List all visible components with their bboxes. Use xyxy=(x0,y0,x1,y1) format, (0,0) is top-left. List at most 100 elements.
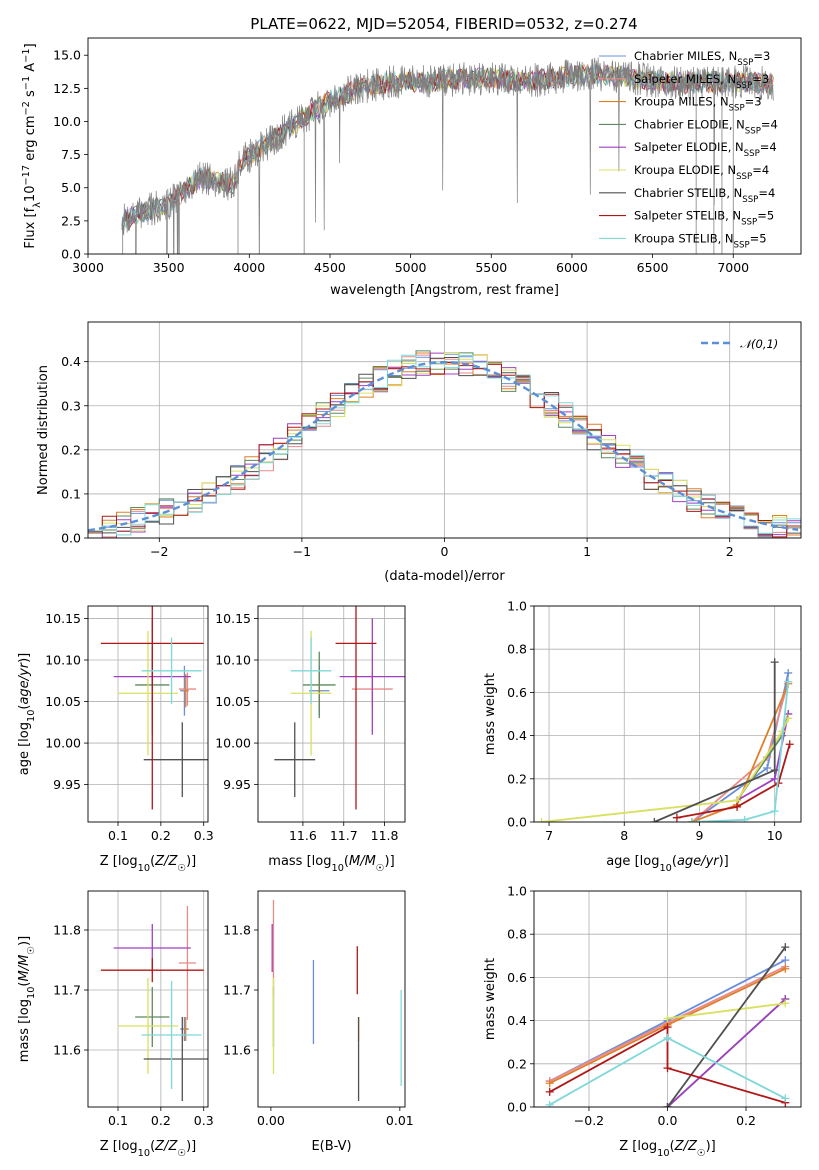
y-tick-label: 0.3 xyxy=(61,398,81,413)
y-tick-label: 2.5 xyxy=(61,213,81,228)
y-tick-label: 1.0 xyxy=(507,599,527,614)
weight-series-line xyxy=(541,717,790,822)
axes-frame xyxy=(533,605,802,823)
weight-marker xyxy=(733,802,742,811)
x-tick-label: 0.3 xyxy=(194,828,214,843)
x-tick-label: 2 xyxy=(726,544,734,559)
y-tick-label: 0.4 xyxy=(507,728,527,743)
legend-entry: Salpeter ELODIE, NSSP=4 xyxy=(634,140,777,159)
weight-vs-Z-plot-area xyxy=(545,943,790,1107)
weight-marker xyxy=(545,1100,554,1107)
weight-marker xyxy=(784,714,793,723)
histogram-series xyxy=(88,357,801,535)
y-tick-label: 5.0 xyxy=(61,180,81,195)
x-tick-label: 0.0 xyxy=(658,1113,678,1128)
x-axis-label: mass [log10(M/M☉)] xyxy=(268,854,394,874)
weight-marker xyxy=(770,766,779,775)
spectrum-legend: Chabrier MILES, NSSP=3 Salpeter MILES, NS… xyxy=(599,49,778,250)
axes-frame xyxy=(87,321,802,539)
legend-entry: Salpeter MILES, NSSP=3 xyxy=(634,72,769,91)
y-tick-label: 10.15 xyxy=(45,611,81,626)
weight-marker xyxy=(763,764,772,772)
y-axis-label: mass weight xyxy=(483,673,498,755)
error-point xyxy=(118,978,178,1074)
y-tick-label: 0.0 xyxy=(507,815,527,830)
weight-marker xyxy=(650,818,659,822)
weight-series-line xyxy=(666,946,787,1107)
axes-frame xyxy=(87,605,209,823)
y-axis-label: mass [log10(M/M☉)] xyxy=(17,936,37,1062)
x-tick-label: 10 xyxy=(767,828,783,843)
x-tick-label: 4500 xyxy=(314,260,346,275)
weight-marker xyxy=(781,999,790,1008)
x-tick-label: 7 xyxy=(545,828,553,843)
x-axis-label: Z [log10(Z/Z☉)] xyxy=(100,854,197,874)
weight-marker xyxy=(687,818,696,822)
weight-vs-age-plot-area xyxy=(537,658,794,822)
spectrum-model-line xyxy=(121,64,773,228)
x-tick-label: 0.1 xyxy=(108,828,128,843)
y-tick-label: 0.0 xyxy=(507,1100,527,1115)
y-tick-label: 11.6 xyxy=(53,1043,81,1058)
weight-marker xyxy=(740,815,749,822)
error-point xyxy=(178,906,196,1020)
x-tick-label: 11.7 xyxy=(330,828,358,843)
x-tick-label: 5000 xyxy=(395,260,427,275)
x-tick-label: 4000 xyxy=(233,260,265,275)
weight-marker xyxy=(663,1023,672,1032)
y-tick-label: 0.1 xyxy=(61,486,81,501)
weight-series-line xyxy=(691,681,790,822)
error-point xyxy=(290,637,332,705)
axes-frame xyxy=(257,605,406,823)
legend-entry: Chabrier ELODIE, NSSP=4 xyxy=(634,117,778,136)
legend-entry: Chabrier MILES, NSSP=3 xyxy=(634,49,770,68)
error-point xyxy=(302,651,336,719)
axes-frame xyxy=(87,890,209,1108)
y-axis-label: age [log10(age/yr)] xyxy=(17,653,37,776)
weight-marker xyxy=(781,964,790,973)
histogram-series xyxy=(88,362,801,538)
normal-curve xyxy=(88,360,799,532)
y-tick-label: 0.0 xyxy=(61,247,81,262)
y-tick-label: 0.6 xyxy=(507,970,527,985)
spectrum-plot-area xyxy=(121,57,775,254)
y-tick-label: 10.10 xyxy=(215,653,251,668)
weight-marker xyxy=(781,943,790,952)
mass-vs-Z-plot-area xyxy=(100,906,208,1101)
error-point xyxy=(100,606,204,810)
x-tick-label: 0.00 xyxy=(257,1113,285,1128)
y-tick-label: 0.4 xyxy=(61,354,81,369)
legend-entry: Kroupa STELIB, NSSP=5 xyxy=(634,231,767,250)
weight-marker xyxy=(545,1087,554,1096)
error-point xyxy=(141,981,202,1089)
axes-frame xyxy=(257,890,406,1108)
weight-marker xyxy=(770,807,779,816)
x-tick-label: 0.3 xyxy=(194,1113,214,1128)
x-axis-label: wavelength [Angstrom, rest frame] xyxy=(330,283,559,298)
age-vs-Z-axes: 0.1 0.2 0.3 9.95 10.00 10.05 10.10 10.15 Z [log1… xyxy=(17,605,214,874)
y-tick-label: 10.05 xyxy=(45,694,81,709)
error-point xyxy=(143,1017,208,1101)
weight-marker xyxy=(537,818,546,822)
y-tick-label: 0.4 xyxy=(507,1013,527,1028)
y-tick-label: 10.10 xyxy=(45,653,81,668)
y-tick-label: 10.15 xyxy=(215,611,251,626)
y-tick-label: 11.7 xyxy=(53,983,81,998)
residual-histogram-plot-area xyxy=(88,350,801,538)
x-tick-label: 11.8 xyxy=(371,828,399,843)
error-point xyxy=(100,958,204,983)
mass-vs-Z-axes: 0.1 0.2 0.3 11.6 11.7 11.8 Z [log10(Z/Z☉)] mass… xyxy=(17,890,214,1159)
y-tick-label: 11.8 xyxy=(223,923,251,938)
y-tick-label: 10.00 xyxy=(45,736,81,751)
x-tick-label: 9 xyxy=(695,828,703,843)
y-tick-label: 0.8 xyxy=(507,642,527,657)
y-tick-label: 11.7 xyxy=(223,983,251,998)
weight-marker xyxy=(663,1014,672,1023)
x-axis-label: E(B-V) xyxy=(311,1139,351,1154)
y-tick-label: 10.0 xyxy=(53,114,81,129)
y-tick-label: 7.5 xyxy=(61,147,81,162)
y-tick-label: 9.95 xyxy=(53,777,81,792)
legend-entry: Kroupa ELODIE, NSSP=4 xyxy=(634,163,769,182)
error-point xyxy=(118,630,178,756)
